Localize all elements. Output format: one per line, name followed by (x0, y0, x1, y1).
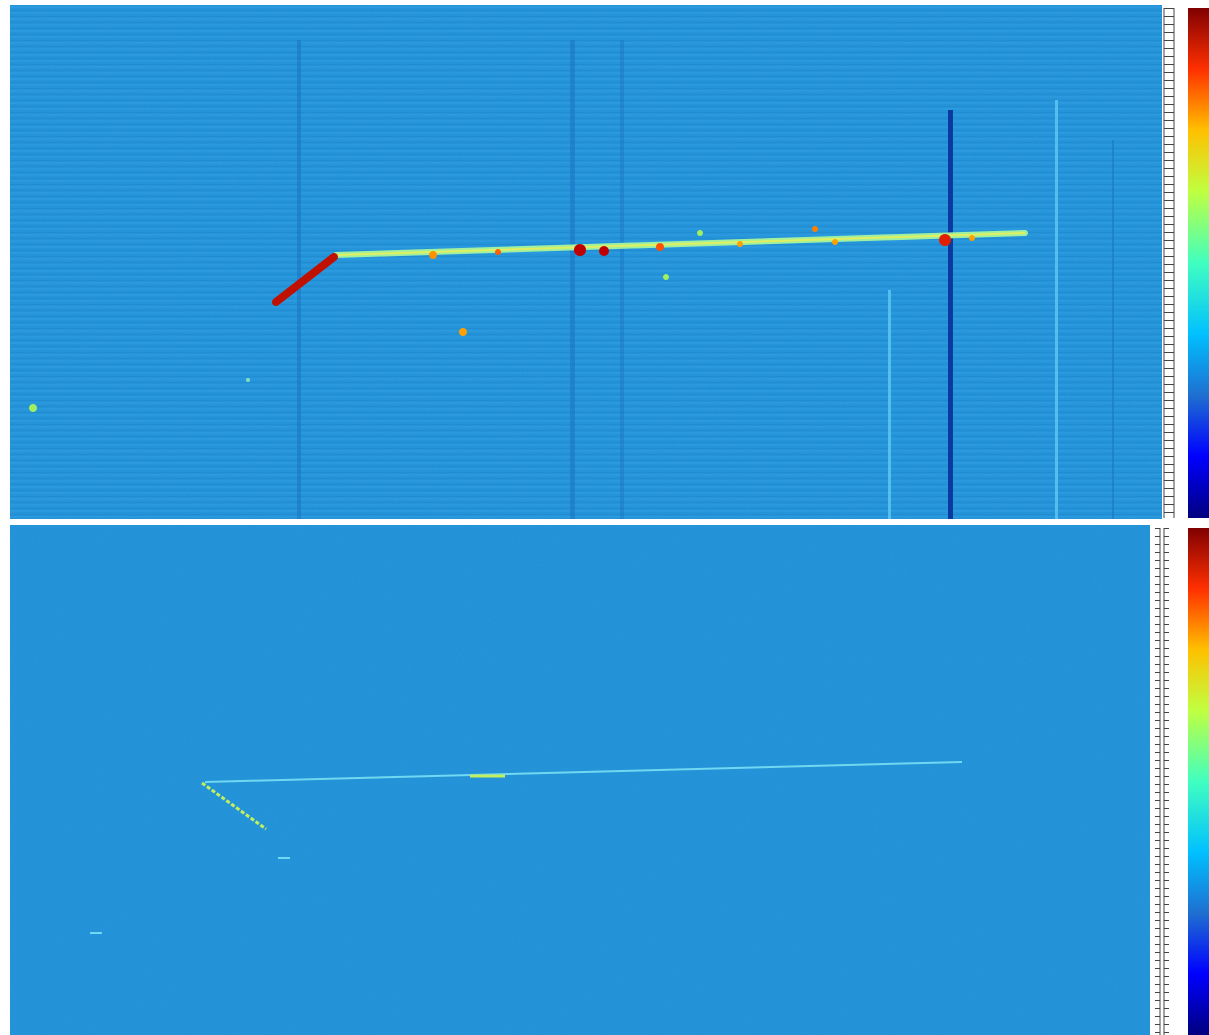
hit (29, 404, 37, 412)
stripe (888, 290, 891, 519)
hit (599, 246, 609, 256)
hit (495, 249, 501, 255)
hit (969, 235, 975, 241)
stripe (1055, 100, 1058, 519)
stripe (620, 40, 624, 519)
hit (574, 244, 586, 256)
bottom-noise (10, 525, 1150, 1035)
hit (939, 234, 951, 246)
hit (832, 239, 838, 245)
hit (429, 251, 437, 259)
colorbar (1188, 528, 1209, 1035)
hit (459, 328, 467, 336)
stripe (1112, 140, 1114, 519)
hit (246, 378, 250, 382)
scale-ruler (1162, 8, 1176, 518)
hit (656, 243, 664, 251)
separator (0, 519, 1209, 524)
stripe (948, 110, 953, 519)
hit (697, 230, 703, 236)
hit (663, 274, 669, 280)
hit (737, 241, 743, 247)
event-display (0, 0, 1209, 1035)
hit (812, 226, 818, 232)
stripe (570, 40, 575, 519)
colorbar (1188, 8, 1209, 518)
top-noise (10, 5, 1162, 519)
scale-ruler (1155, 528, 1169, 1035)
page (0, 0, 1209, 1035)
